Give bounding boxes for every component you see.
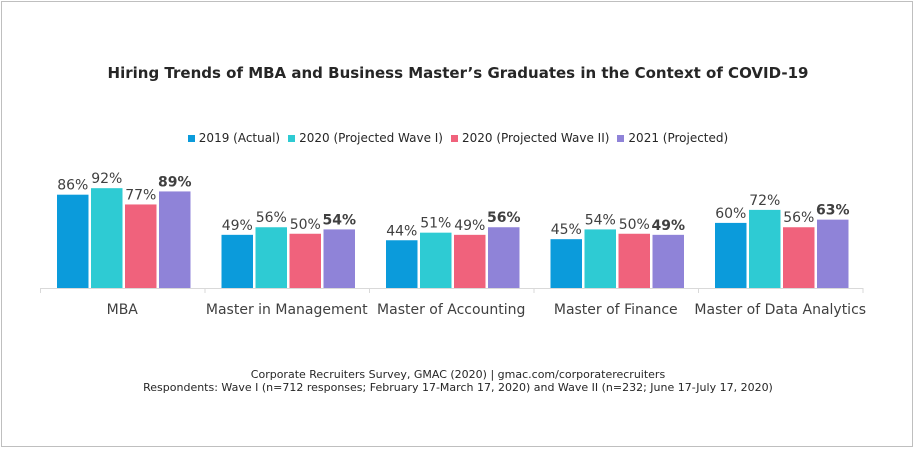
bar-master-in-management-2021-projected [323, 229, 355, 288]
data-label-master-in-management-2020-projected-wave-i: 56% [256, 210, 287, 226]
bar-mba-2020-projected-wave-i [91, 188, 123, 288]
bar-master-of-data-analytics-2019-actual [715, 222, 747, 288]
legend-item-2020-wave-2: 2020 (Projected Wave II) [451, 131, 609, 145]
bar-master-of-accounting-2019-actual [386, 240, 418, 288]
data-label-master-of-finance-2021-projected: 49% [651, 218, 685, 234]
legend-item-2021-projected: 2021 (Projected) [617, 131, 728, 145]
data-label-master-of-finance-2020-projected-wave-i: 54% [585, 212, 616, 228]
category-label-master-of-data-analytics: Master of Data Analytics [694, 302, 866, 318]
bar-mba-2020-projected-wave-ii [125, 204, 157, 288]
bar-mba-2021-projected [159, 191, 191, 288]
data-label-master-of-accounting-2019-actual: 44% [386, 223, 417, 239]
data-label-master-of-accounting-2020-projected-wave-i: 51% [420, 216, 451, 232]
source-note: Corporate Recruiters Survey, GMAC (2020)… [250, 368, 666, 381]
data-label-master-of-accounting-2021-projected: 56% [487, 210, 521, 226]
category-label-mba: MBA [107, 302, 139, 318]
category-label-master-in-management: Master in Management [206, 302, 368, 318]
data-label-master-of-data-analytics-2021-projected: 63% [816, 203, 850, 219]
bar-mba-2019-actual [57, 194, 89, 288]
bar-master-of-finance-2019-actual [550, 239, 582, 288]
bar-master-of-accounting-2020-projected-wave-ii [454, 234, 486, 288]
category-label-master-of-accounting: Master of Accounting [377, 302, 525, 318]
bar-master-in-management-2019-actual [221, 234, 253, 288]
legend-swatch [451, 134, 458, 142]
data-label-mba-2019-actual: 86% [57, 178, 88, 194]
legend-label: 2020 (Projected Wave I) [299, 131, 443, 145]
legend-swatch [288, 134, 296, 142]
data-label-master-of-data-analytics-2020-projected-wave-ii: 56% [783, 210, 814, 226]
bar-master-of-finance-2020-projected-wave-ii [618, 233, 650, 288]
bar-master-of-data-analytics-2020-projected-wave-ii [783, 227, 815, 288]
data-label-master-in-management-2020-projected-wave-ii: 50% [290, 217, 321, 233]
legend-label: 2019 (Actual) [198, 131, 281, 145]
chart-title: Hiring Trends of MBA and Business Master… [107, 64, 809, 82]
bar-master-of-finance-2021-projected [652, 234, 684, 288]
legend-label: 2020 (Projected Wave II) [462, 131, 610, 145]
legend: 2019 (Actual) 2020 (Projected Wave I) 20… [0, 131, 916, 145]
legend-swatch [187, 134, 195, 142]
legend-item-2019-actual: 2019 (Actual) [187, 131, 281, 145]
data-label-master-of-finance-2020-projected-wave-ii: 50% [619, 217, 650, 233]
respondents-note: Respondents: Wave I (n=712 responses; Fe… [143, 381, 773, 394]
data-label-master-of-data-analytics-2019-actual: 60% [715, 206, 746, 222]
data-label-master-of-accounting-2020-projected-wave-ii: 49% [454, 218, 485, 234]
data-label-master-in-management-2019-actual: 49% [222, 218, 253, 234]
data-label-mba-2020-projected-wave-ii: 77% [125, 187, 156, 203]
legend-item-2020-wave-1: 2020 (Projected Wave I) [288, 131, 443, 145]
data-label-master-of-finance-2019-actual: 45% [551, 222, 582, 238]
legend-label: 2021 (Projected) [628, 131, 729, 145]
bar-master-of-accounting-2021-projected [488, 227, 520, 288]
data-label-master-in-management-2021-projected: 54% [322, 212, 356, 228]
bar-master-of-data-analytics-2020-projected-wave-i [749, 209, 781, 288]
category-label-master-of-finance: Master of Finance [554, 302, 678, 318]
data-label-master-of-data-analytics-2020-projected-wave-i: 72% [749, 193, 780, 209]
bar-master-of-finance-2020-projected-wave-i [584, 229, 616, 288]
data-label-mba-2020-projected-wave-i: 92% [91, 171, 122, 187]
bar-master-of-data-analytics-2021-projected [817, 219, 849, 288]
bar-master-in-management-2020-projected-wave-i [255, 227, 287, 288]
legend-swatch [617, 134, 625, 142]
bar-master-in-management-2020-projected-wave-ii [289, 233, 321, 288]
bar-master-of-accounting-2020-projected-wave-i [420, 232, 452, 288]
data-label-mba-2021-projected: 89% [158, 174, 192, 190]
